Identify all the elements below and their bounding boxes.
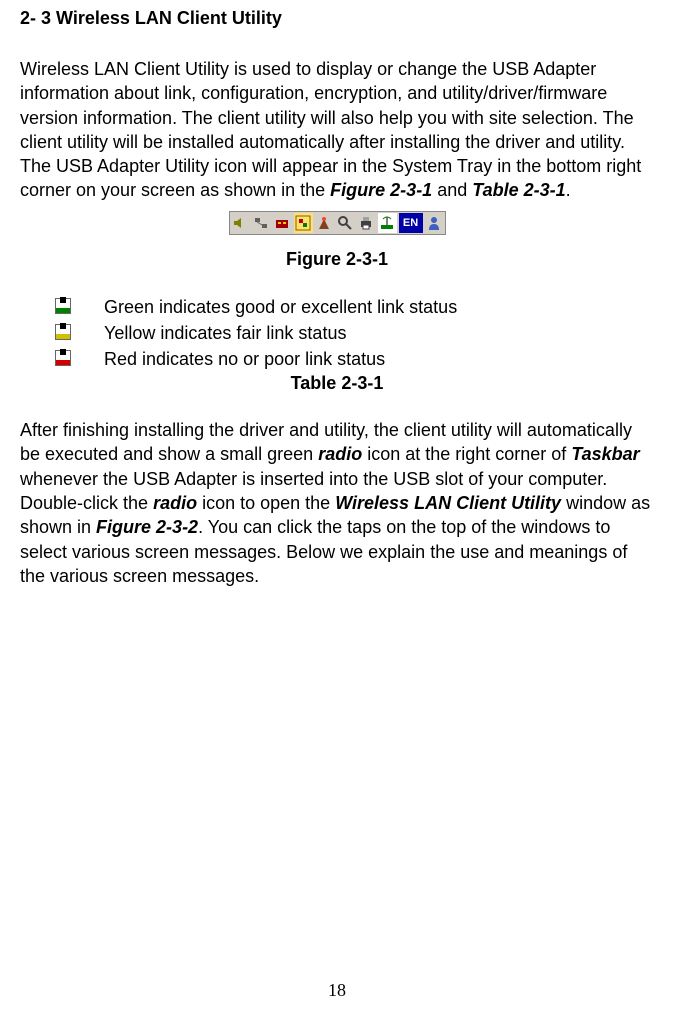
p2-text-4: icon to open the xyxy=(197,493,335,513)
intro-text-3: . xyxy=(566,180,571,200)
status-text-red: Red indicates no or poor link status xyxy=(104,346,385,372)
card-icon xyxy=(294,213,313,233)
status-row-red: Red indicates no or poor link status xyxy=(55,346,654,372)
status-row-yellow: Yellow indicates fair link status xyxy=(55,320,654,346)
user-icon xyxy=(425,213,444,233)
document-page: 2- 3 Wireless LAN Client Utility Wireles… xyxy=(0,0,674,1019)
intro-paragraph: Wireless LAN Client Utility is used to d… xyxy=(20,57,654,203)
printer-icon xyxy=(357,213,376,233)
radio-ref-2: radio xyxy=(153,493,197,513)
radio-green-icon xyxy=(55,298,71,314)
page-number: 18 xyxy=(0,980,674,1001)
radio-green-icon xyxy=(378,213,397,233)
radio-ref-1: radio xyxy=(318,444,362,464)
status-text-yellow: Yellow indicates fair link status xyxy=(104,320,346,346)
p2-text-2: icon at the right corner of xyxy=(362,444,571,464)
status-text-green: Green indicates good or excellent link s… xyxy=(104,294,457,320)
taskbar-ref: Taskbar xyxy=(571,444,639,464)
radio-yellow-icon xyxy=(55,324,71,340)
intro-text-2: and xyxy=(432,180,472,200)
system-tray: EN xyxy=(229,211,446,235)
wlcu-ref: Wireless LAN Client Utility xyxy=(335,493,561,513)
volcano-icon xyxy=(315,213,334,233)
magnifier-icon xyxy=(336,213,355,233)
radio-red-icon xyxy=(55,350,71,366)
speaker-icon xyxy=(231,213,250,233)
network-icon xyxy=(252,213,271,233)
table-ref-1: Table 2-3-1 xyxy=(472,180,565,200)
figure-ref-2: Figure 2-3-2 xyxy=(96,517,198,537)
figure-ref-1: Figure 2-3-1 xyxy=(330,180,432,200)
figure-caption: Figure 2-3-1 xyxy=(20,249,654,270)
dialup-icon xyxy=(273,213,292,233)
table-caption: Table 2-3-1 xyxy=(20,373,654,394)
language-indicator: EN xyxy=(399,213,423,233)
status-table: Green indicates good or excellent link s… xyxy=(55,294,654,372)
section-heading: 2- 3 Wireless LAN Client Utility xyxy=(20,8,654,29)
status-row-green: Green indicates good or excellent link s… xyxy=(55,294,654,320)
second-paragraph: After finishing installing the driver an… xyxy=(20,418,654,588)
figure-2-3-1: EN xyxy=(20,211,654,235)
language-label: EN xyxy=(403,217,418,229)
